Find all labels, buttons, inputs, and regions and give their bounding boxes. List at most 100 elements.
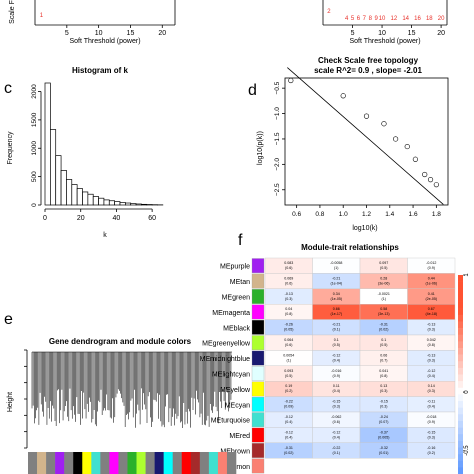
module-color-strip — [172, 452, 183, 474]
legend-color-step — [458, 467, 463, 474]
heatmap-cell-value: 0.67 — [428, 307, 435, 311]
heatmap-cell-value: -0.15 — [332, 400, 340, 404]
heatmap-cell-value: -0.13 — [427, 353, 435, 357]
heatmap-cell-value: 0.06 — [380, 353, 387, 357]
legend-color-step — [458, 301, 463, 309]
panel-d-y-tick-label: −1.0 — [274, 107, 281, 120]
heatmap-cell-pvalue: (0.3) — [380, 405, 387, 409]
panel-d-point — [433, 182, 439, 188]
panel-d-y-tick-label: −2.5 — [274, 183, 281, 196]
panel-a-soft-threshold-fit: Scale F Soft Threshold (power) 5 10 15 20 1 — [9, 0, 176, 45]
heatmap-cell-pvalue: (0.5) — [285, 374, 292, 378]
panel-letter-f: f — [238, 232, 243, 249]
heatmap-cell-pvalue: (0.6) — [285, 266, 292, 270]
heatmap-cell-value: -0.018 — [426, 415, 436, 419]
panel-d-x-tick-label: 1.8 — [432, 211, 441, 218]
module-color-strip — [28, 452, 38, 474]
heatmap-cell-pvalue: (0.6) — [285, 343, 292, 347]
heatmap-cell-value: -0.15 — [380, 400, 388, 404]
panel-d-fit-line — [287, 67, 444, 205]
panel-d-ylabel: log10(p(k)) — [257, 131, 264, 165]
module-row-label: MEpurple — [220, 264, 250, 271]
panel-b-point-label: 20 — [438, 16, 445, 22]
heatmap-cell-pvalue: (0.07) — [379, 420, 388, 424]
heatmap-cell-value: 0.11 — [333, 384, 340, 388]
heatmap-cell-value: 0.041 — [379, 369, 388, 373]
heatmap-cell-pvalue: (1) — [287, 358, 291, 362]
panel-c-bar — [103, 199, 110, 206]
heatmap-cell-value: -0.12 — [285, 415, 293, 419]
panel-c-bar — [50, 129, 57, 206]
panel-d-point — [404, 143, 410, 150]
legend-color-step — [458, 420, 463, 428]
heatmap-cell-pvalue: (1) — [382, 297, 386, 301]
module-color-strip — [82, 452, 92, 474]
panel-d-y-tick-label: −0.5 — [274, 81, 281, 94]
heatmap-cell — [407, 442, 456, 459]
panel-d-title: Check Scale free topology — [318, 56, 419, 65]
heatmap-cell-value: -0.21 — [332, 276, 340, 280]
heatmap-cell-value: 0.14 — [428, 384, 435, 388]
heatmap-cell-pvalue: (0.3) — [333, 405, 340, 409]
module-color-strip — [109, 452, 119, 474]
panel-c-bar — [125, 202, 132, 206]
panel-c-bar — [114, 201, 121, 206]
heatmap-cell-value: -0.15 — [427, 430, 435, 434]
heatmap-cell-value: 0.44 — [428, 276, 435, 280]
panel-d-x-tick-label: 1.2 — [362, 211, 371, 218]
heatmap-cell-value: 0.1 — [334, 338, 339, 342]
panel-e-ylabel: Height — [7, 392, 14, 412]
module-color-strip — [127, 452, 137, 474]
module-color-strip — [64, 452, 74, 474]
heatmap-cell-pvalue: (0.9) — [333, 374, 340, 378]
panel-b-point-label: 8 — [369, 16, 373, 22]
legend-color-step — [458, 281, 463, 289]
panel-f-title: Module-trait relationships — [301, 243, 399, 252]
module-color-strip — [91, 452, 101, 474]
legend-color-step — [458, 294, 463, 302]
legend-color-step — [458, 387, 463, 395]
panel-c-title: Histogram of k — [72, 66, 129, 75]
panel-b-point-label: 5 — [351, 16, 355, 22]
panel-c-x-tick-label: 20 — [77, 215, 85, 222]
panel-d-point — [427, 177, 434, 183]
heatmap-cell-value: -0.32 — [380, 446, 388, 450]
panel-d-frame — [284, 77, 449, 206]
module-color-strip — [190, 452, 201, 474]
module-color-strip — [118, 452, 128, 474]
panel-c-y-tick-label: 500 — [31, 171, 38, 182]
heatmap-cell-pvalue: (4e-18) — [425, 312, 437, 316]
module-color-swatch — [251, 319, 265, 335]
panel-b-point-label: 12 — [391, 16, 398, 22]
panel-letter-d: d — [248, 82, 257, 99]
heatmap-cell-value: -0.31 — [380, 323, 388, 327]
panel-d-y-tick-label: −2.0 — [274, 158, 281, 171]
heatmap-cell-value: 0.41 — [428, 292, 435, 296]
panel-d-point — [422, 171, 428, 178]
panel-c-bar — [71, 184, 78, 206]
panel-letter-c: c — [4, 80, 12, 97]
heatmap-cell-pvalue: (0.8) — [428, 343, 435, 347]
panel-a-x-tick-label: 20 — [158, 30, 166, 37]
panel-b-point-label: 9 — [374, 16, 378, 22]
panel-c-bar — [135, 203, 142, 206]
heatmap-cell-pvalue: (1e-05) — [330, 297, 342, 301]
module-row-label: MEyellow — [220, 387, 251, 394]
heatmap-cell-pvalue: (0.09) — [284, 405, 293, 409]
legend-color-step — [458, 334, 463, 342]
heatmap-cell-value: 0.069 — [284, 276, 293, 280]
heatmap-cell-pvalue: (0.9) — [428, 420, 435, 424]
panel-c-bar — [87, 193, 94, 206]
module-color-strip — [217, 452, 228, 474]
panel-e-gene-dendrogram: Gene dendrogram and module colors Height — [7, 337, 237, 474]
legend-color-step — [458, 361, 463, 369]
legend-tick-label: 0 — [464, 390, 470, 394]
legend-color-step — [458, 347, 463, 355]
heatmap-cell-value: 0.13 — [380, 384, 387, 388]
heatmap-cell-value: 0.58 — [380, 307, 387, 311]
heatmap-cell-value: -0.26 — [285, 323, 293, 327]
panel-e-title: Gene dendrogram and module colors — [49, 337, 192, 346]
heatmap-cell-pvalue: (0.02) — [379, 328, 388, 332]
panel-d-xlabel: log10(k) — [352, 225, 377, 232]
